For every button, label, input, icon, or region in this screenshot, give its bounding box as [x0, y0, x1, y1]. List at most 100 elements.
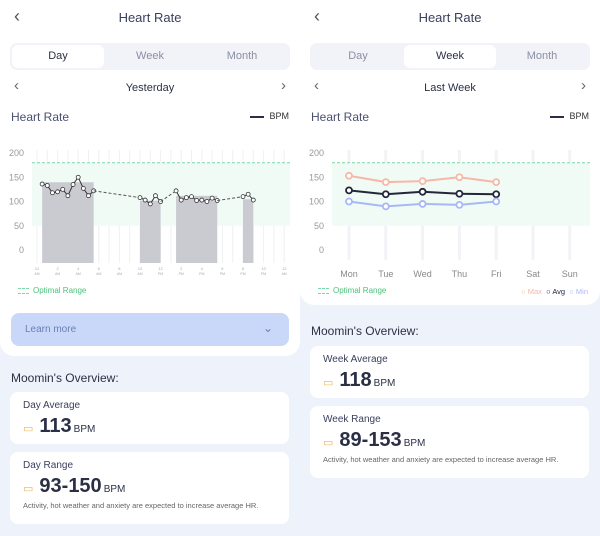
data-point: [39, 181, 45, 187]
tab-month[interactable]: Month: [226, 50, 258, 62]
data-point: [44, 183, 50, 188]
optimal-range-legend: Optimal Range: [18, 286, 86, 295]
x-tick-label: 12: [35, 266, 40, 271]
x-tick-label: AM: [55, 272, 60, 276]
activity-bar: [243, 199, 254, 263]
y-tick-label: 150: [309, 172, 324, 182]
x-tick-label: PM: [220, 272, 225, 276]
x-tick-label: Sat: [526, 269, 540, 279]
data-point: [142, 197, 148, 203]
series-legend: ○ Max ○ Avg ○ Min: [521, 287, 588, 296]
date-navigator: ‹ Yesterday ›: [10, 77, 290, 96]
next-arrow-icon[interactable]: ›: [281, 77, 286, 94]
bpm-legend: BPM: [250, 111, 289, 121]
optimal-range-legend: Optimal Range: [318, 286, 386, 295]
data-point: [147, 201, 153, 207]
data-point: [492, 197, 501, 206]
card-title: Day Average: [23, 400, 81, 411]
tab-day[interactable]: Day: [348, 50, 368, 62]
card-value: 93-150: [39, 475, 102, 497]
x-tick-label: 12: [158, 266, 163, 271]
data-point: [455, 200, 464, 209]
legend-min: ○ Min: [569, 287, 588, 296]
x-tick-label: AM: [117, 272, 122, 276]
y-tick-label: 200: [309, 148, 324, 158]
x-tick-label: Wed: [413, 269, 431, 279]
back-icon[interactable]: ‹: [314, 6, 320, 26]
overview-title: Moomin's Overview:: [311, 324, 419, 338]
data-point: [245, 191, 251, 197]
data-point: [178, 197, 184, 203]
y-tick-label: 50: [14, 221, 24, 231]
data-point: [455, 189, 464, 198]
heart-rate-icon: ▭: [323, 377, 334, 389]
x-tick-label: 2: [56, 266, 59, 271]
tab-month[interactable]: Month: [526, 50, 558, 62]
x-tick-label: PM: [158, 272, 163, 276]
data-point: [194, 198, 200, 203]
data-point: [70, 182, 76, 187]
tab-day[interactable]: Day: [12, 45, 104, 68]
x-tick-label: 10: [138, 266, 143, 271]
x-tick-label: AM: [137, 272, 142, 276]
x-tick-label: 10: [261, 266, 266, 271]
data-point: [137, 195, 143, 201]
card-unit: BPM: [373, 378, 396, 389]
day-range-card: Day Range ▭ 93-150 BPM Activity, hot weath…: [10, 452, 289, 524]
data-point: [492, 178, 501, 186]
card-value: 118: [339, 369, 372, 391]
data-point: [418, 187, 427, 196]
prev-arrow-icon[interactable]: ‹: [14, 77, 19, 94]
date-navigator: ‹ Last Week ›: [310, 77, 590, 96]
data-point: [55, 189, 60, 195]
x-tick-label: 2: [180, 266, 183, 271]
tab-week[interactable]: Week: [136, 50, 164, 62]
y-tick-label: 50: [314, 221, 324, 231]
heart-rate-icon: ▭: [23, 483, 34, 495]
data-point: [381, 178, 390, 186]
data-point: [455, 173, 464, 182]
x-tick-label: AM: [96, 272, 101, 276]
data-point: [240, 194, 246, 200]
x-tick-label: 8: [118, 266, 121, 271]
x-tick-label: PM: [261, 272, 266, 276]
data-point: [189, 194, 194, 200]
card-title: Week Range: [323, 414, 381, 425]
data-point: [80, 186, 86, 191]
learn-more-button[interactable]: Learn more ⌄: [11, 313, 289, 346]
x-tick-label: AM: [76, 272, 81, 276]
data-point: [183, 195, 189, 201]
week-view: ‹ Heart Rate Day Week Month ‹ Last Week …: [300, 0, 600, 536]
x-tick-label: 6: [98, 266, 101, 271]
tab-week[interactable]: Week: [404, 45, 496, 68]
period-label: Last Week: [424, 82, 476, 94]
next-arrow-icon[interactable]: ›: [581, 77, 586, 94]
prev-arrow-icon[interactable]: ‹: [314, 77, 319, 94]
data-point: [173, 188, 179, 194]
day-heart-rate-chart: 05010015020012AM2AM4AM6AM8AM10AM12PM2PM4…: [9, 148, 290, 276]
y-tick-label: 0: [19, 245, 24, 255]
bpm-legend: BPM: [550, 111, 589, 121]
data-point: [381, 190, 390, 199]
chart-title: Heart Rate: [11, 110, 70, 124]
x-tick-label: PM: [199, 272, 204, 276]
page-title: Heart Rate: [118, 10, 182, 25]
x-tick-label: PM: [240, 272, 245, 276]
chevron-down-icon: ⌄: [262, 321, 273, 335]
y-tick-label: 0: [319, 245, 324, 255]
data-point: [75, 174, 81, 180]
data-point: [65, 193, 71, 199]
x-tick-label: 6: [221, 266, 224, 271]
activity-bar: [140, 200, 161, 263]
x-tick-label: 4: [201, 266, 204, 271]
week-heart-rate-chart: 0 50 100 150 200 Mon Tue Wed Thu Fri Sat Sun: [309, 148, 590, 279]
back-icon[interactable]: ‹: [14, 6, 20, 26]
x-tick-label: Sun: [562, 269, 578, 279]
y-tick-label: 150: [9, 172, 24, 182]
x-tick-label: Mon: [340, 269, 358, 279]
legend-avg: ○ Avg: [546, 287, 566, 296]
data-point: [50, 190, 55, 196]
day-average-card: Day Average ▭ 113 BPM: [10, 392, 289, 444]
y-tick-label: 200: [9, 148, 24, 158]
y-tick-label: 100: [309, 197, 324, 207]
